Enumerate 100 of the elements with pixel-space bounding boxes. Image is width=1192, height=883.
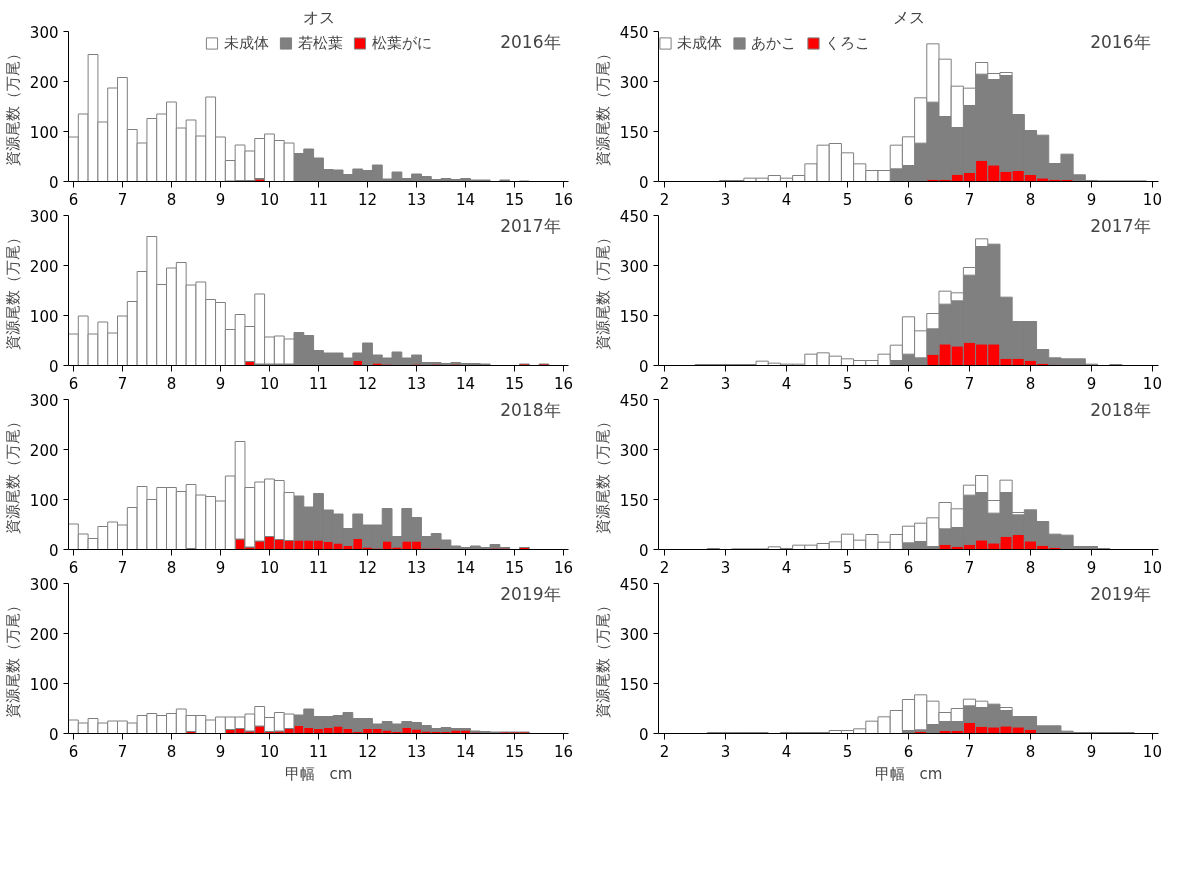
x-tick-label: 6 xyxy=(68,558,79,577)
x-tick-label: 16 xyxy=(554,742,574,761)
legend-label: 未成体 xyxy=(677,32,722,54)
x-tick-label: 8 xyxy=(1025,742,1036,761)
y-tick-label: 450 xyxy=(619,23,649,42)
chart-title: オス xyxy=(302,7,335,27)
y-tick-label: 450 xyxy=(619,575,649,594)
x-tick-label: 7 xyxy=(964,374,975,393)
x-tick-label: 6 xyxy=(68,742,79,761)
annotation: 2016年 xyxy=(1090,31,1151,52)
annotation: 2018年 xyxy=(500,399,561,420)
y-tick-label: 0 xyxy=(48,173,59,192)
x-tick-label: 8 xyxy=(166,742,177,761)
x-tick-label: 8 xyxy=(166,374,177,393)
x-tick-label: 13 xyxy=(407,374,427,393)
x-tick-label: 3 xyxy=(720,742,731,761)
y-tick-label: 300 xyxy=(619,441,649,460)
x-tick-label: 9 xyxy=(1086,742,1097,761)
x-tick-label: 16 xyxy=(554,374,574,393)
x-tick-label: 8 xyxy=(166,190,177,209)
x-tick-label: 4 xyxy=(781,558,792,577)
y-tick-label: 0 xyxy=(638,357,649,376)
x-axis-title: 甲幅 cm xyxy=(284,764,353,783)
x-tick-label: 11 xyxy=(308,190,329,209)
y-tick-label: 300 xyxy=(29,23,59,42)
x-tick-label: 8 xyxy=(166,558,177,577)
x-tick-label: 8 xyxy=(1025,374,1036,393)
annotation: 2019年 xyxy=(500,583,561,604)
x-tick-label: 5 xyxy=(842,558,853,577)
x-tick-label: 10 xyxy=(1142,374,1162,393)
x-tick-label: 6 xyxy=(903,742,914,761)
x-tick-label: 11 xyxy=(308,558,329,577)
legend-label: 若松葉 xyxy=(297,32,343,54)
x-tick-label: 11 xyxy=(308,374,329,393)
x-tick-label: 9 xyxy=(215,190,226,209)
x-tick-label: 7 xyxy=(117,558,128,577)
x-tick-label: 7 xyxy=(964,742,975,761)
x-tick-label: 14 xyxy=(456,374,476,393)
y-tick-label: 150 xyxy=(619,123,649,142)
x-tick-label: 6 xyxy=(68,374,79,393)
y-axis-title: 資源尾数（万尾） xyxy=(3,230,22,351)
y-axis-title: 資源尾数（万尾） xyxy=(3,46,22,167)
y-tick-label: 450 xyxy=(619,207,649,226)
y-tick-label: 200 xyxy=(29,257,59,276)
y-axis-title: 資源尾数（万尾） xyxy=(593,414,612,535)
x-tick-label: 6 xyxy=(903,558,914,577)
y-tick-label: 0 xyxy=(48,357,59,376)
x-tick-label: 10 xyxy=(259,190,280,209)
y-tick-label: 200 xyxy=(29,625,59,644)
y-axis-title: 資源尾数（万尾） xyxy=(3,598,22,719)
legend-label: あかこ xyxy=(751,32,796,54)
x-tick-label: 13 xyxy=(407,558,427,577)
x-tick-label: 3 xyxy=(720,374,731,393)
y-axis-title: 資源尾数（万尾） xyxy=(593,598,612,719)
x-tick-label: 10 xyxy=(259,374,280,393)
x-tick-label: 3 xyxy=(720,190,731,209)
x-tick-label: 14 xyxy=(456,558,476,577)
annotation: 2018年 xyxy=(1090,399,1151,420)
y-tick-label: 0 xyxy=(638,173,649,192)
x-tick-label: 7 xyxy=(117,190,128,209)
x-tick-label: 11 xyxy=(308,742,329,761)
x-tick-label: 2 xyxy=(659,742,670,761)
annotation: 2019年 xyxy=(1090,583,1151,604)
x-tick-label: 15 xyxy=(505,558,525,577)
x-tick-label: 10 xyxy=(1142,558,1162,577)
y-tick-label: 150 xyxy=(619,491,649,510)
x-tick-label: 12 xyxy=(357,190,378,209)
chart-title: メス xyxy=(892,7,925,27)
x-tick-label: 6 xyxy=(903,190,914,209)
annotation: 2017年 xyxy=(1090,215,1151,236)
y-tick-label: 100 xyxy=(29,675,59,694)
y-axis-title: 資源尾数（万尾） xyxy=(593,46,612,167)
x-tick-label: 7 xyxy=(964,558,975,577)
y-tick-label: 200 xyxy=(29,73,59,92)
x-tick-label: 2 xyxy=(659,374,670,393)
y-tick-label: 0 xyxy=(638,541,649,560)
y-axis-title: 資源尾数（万尾） xyxy=(3,414,22,535)
x-tick-label: 6 xyxy=(903,374,914,393)
y-tick-label: 100 xyxy=(29,123,59,142)
x-tick-label: 16 xyxy=(554,558,574,577)
y-tick-label: 300 xyxy=(619,73,649,92)
y-tick-label: 450 xyxy=(619,391,649,410)
x-tick-label: 8 xyxy=(1025,558,1036,577)
x-tick-label: 2 xyxy=(659,558,670,577)
x-axis-title: 甲幅 cm xyxy=(874,764,943,783)
x-tick-label: 6 xyxy=(68,190,79,209)
x-tick-label: 9 xyxy=(215,742,226,761)
x-tick-label: 10 xyxy=(259,742,280,761)
y-tick-label: 300 xyxy=(29,575,59,594)
x-tick-label: 13 xyxy=(407,190,427,209)
y-axis-title: 資源尾数（万尾） xyxy=(593,230,612,351)
x-tick-label: 9 xyxy=(1086,190,1097,209)
x-tick-label: 12 xyxy=(357,558,378,577)
x-tick-label: 10 xyxy=(1142,190,1162,209)
x-tick-label: 9 xyxy=(215,558,226,577)
legend-label: くろこ xyxy=(825,32,870,54)
x-tick-label: 10 xyxy=(1142,742,1162,761)
y-tick-label: 150 xyxy=(619,675,649,694)
y-tick-label: 200 xyxy=(29,441,59,460)
x-tick-label: 5 xyxy=(842,742,853,761)
